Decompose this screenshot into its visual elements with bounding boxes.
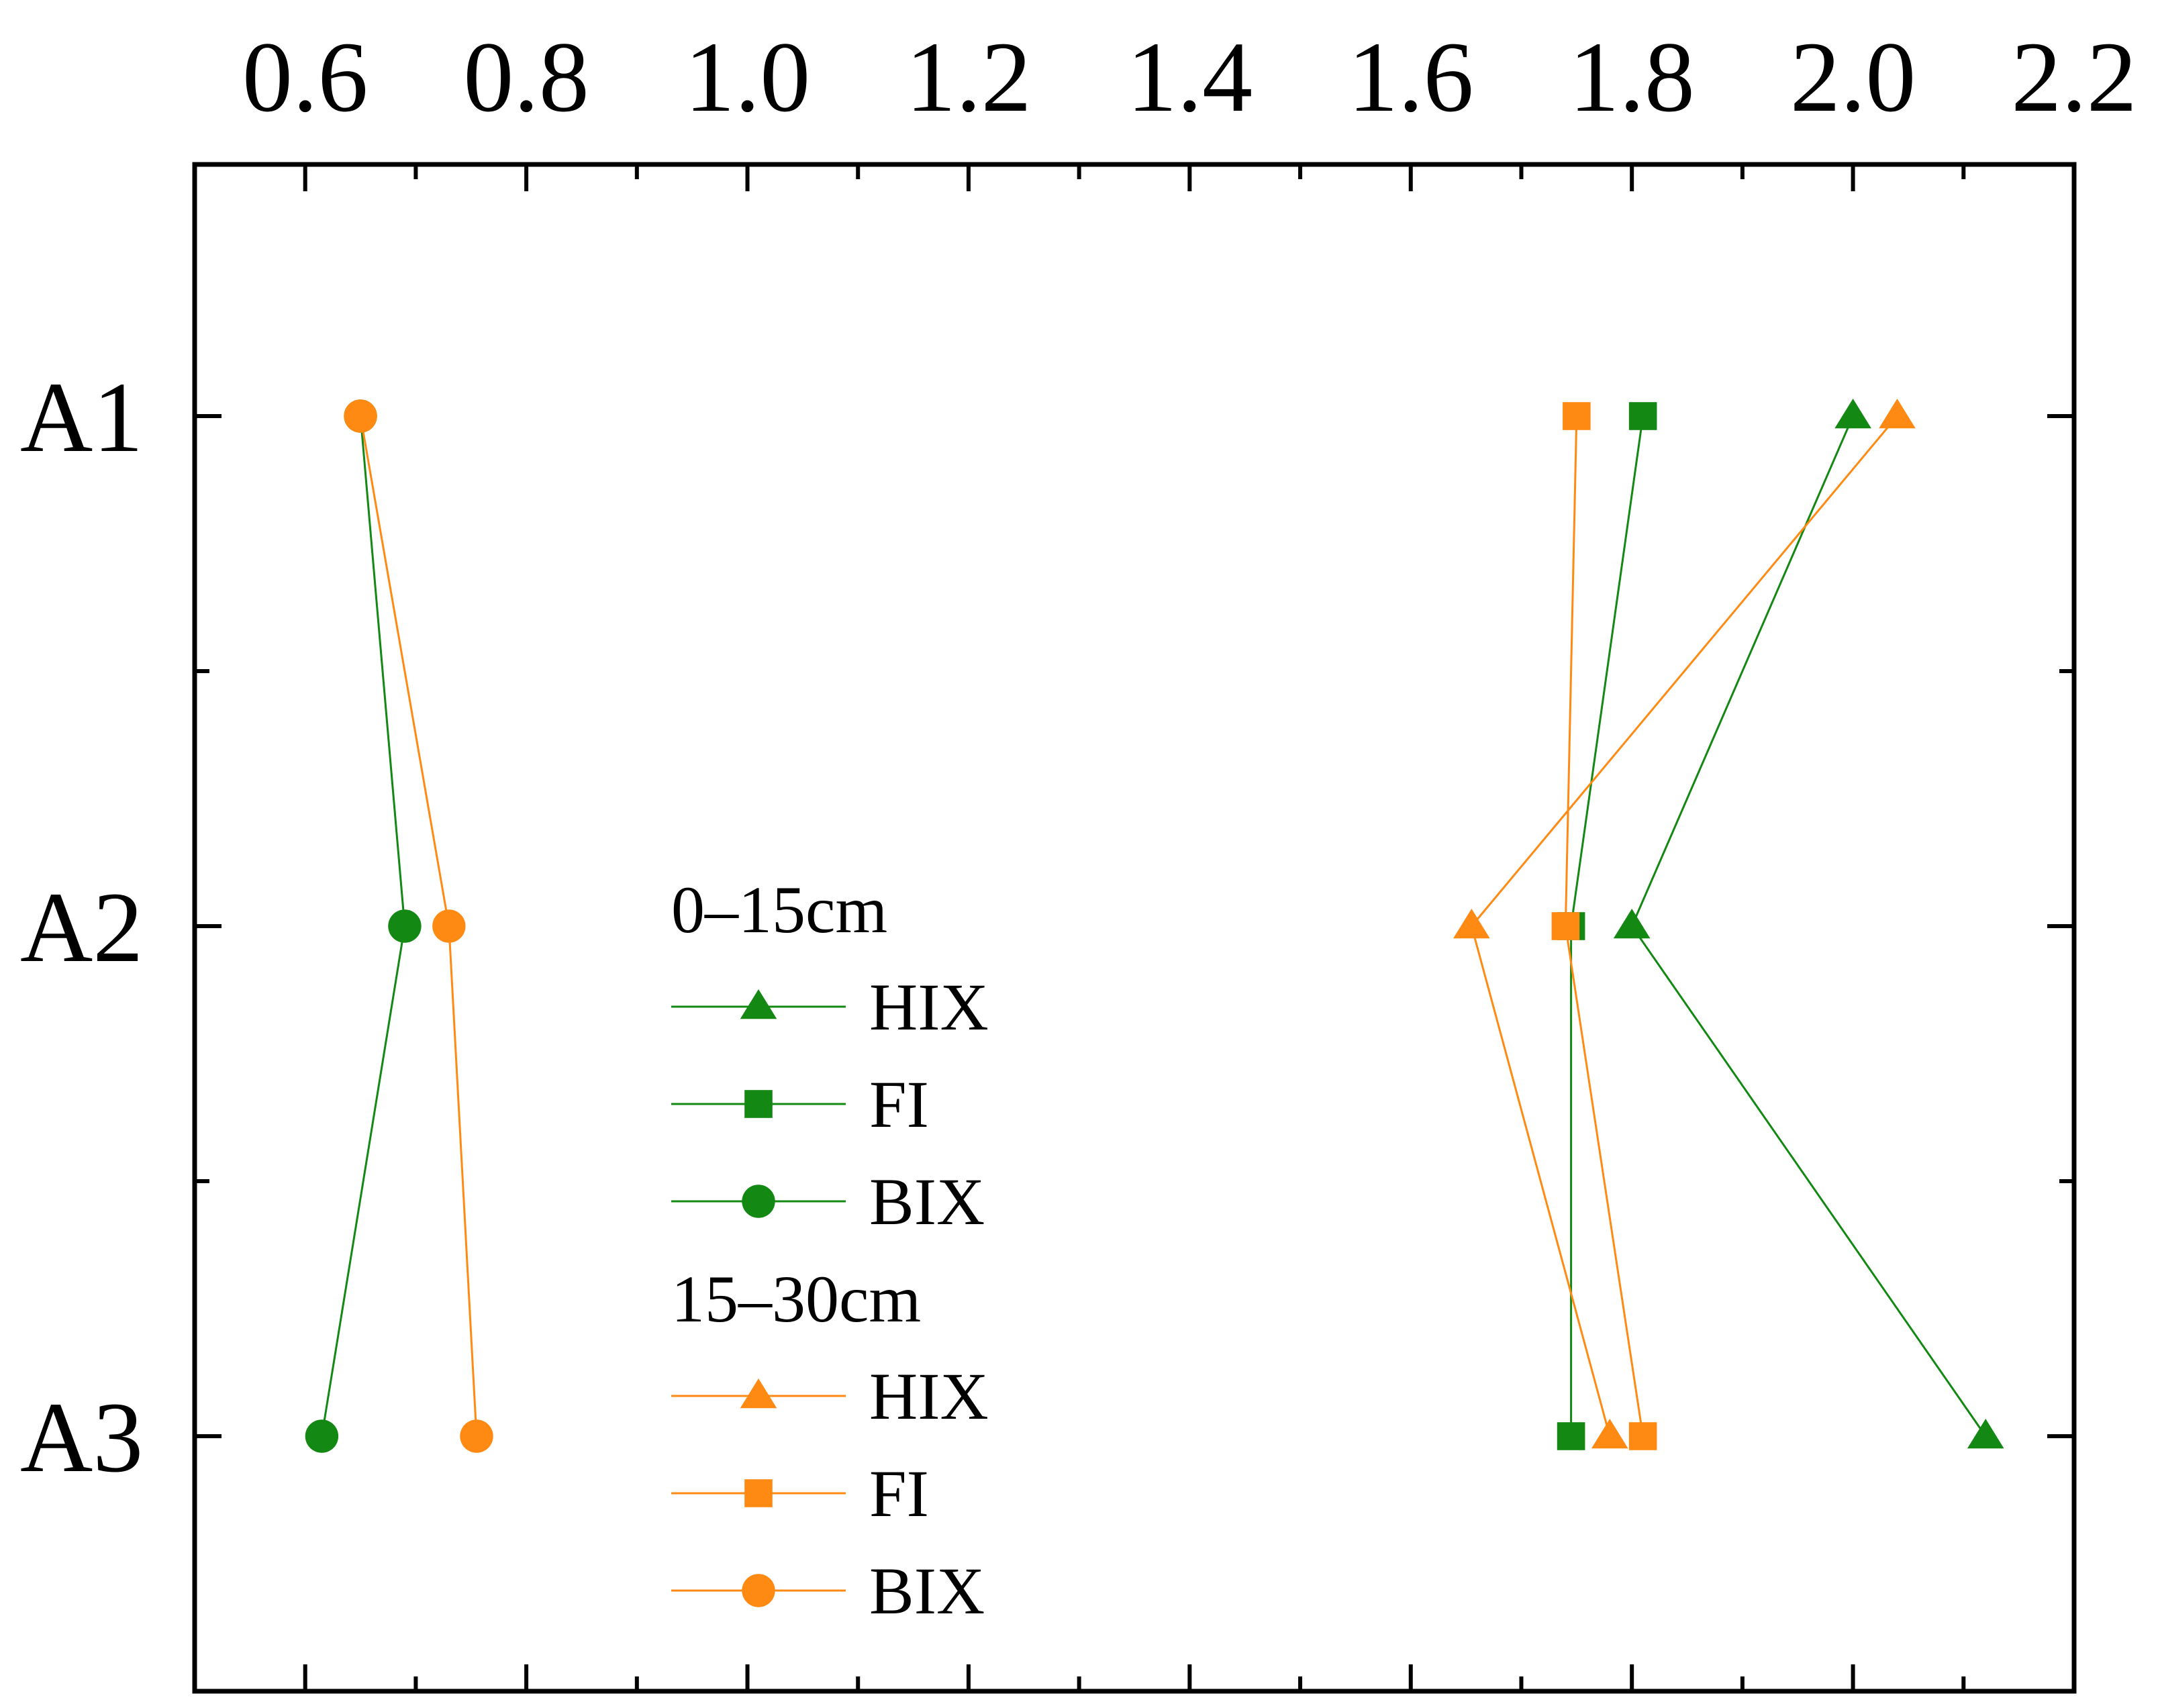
series-line-hix-group-2 (1470, 415, 1898, 1437)
x-tick-label: 1.2 (905, 21, 1032, 133)
series-line-hix-group-1 (1630, 415, 1987, 1437)
point-bix-group-2 (460, 1419, 493, 1453)
legend-label: HIX (869, 970, 989, 1044)
point-bix-group-2 (344, 399, 377, 433)
legend-marker (740, 989, 777, 1019)
axis-ticks (195, 164, 2076, 1691)
point-hix-group-1 (1967, 1419, 2004, 1449)
series-lines (320, 415, 1987, 1437)
legend-marker (740, 1378, 777, 1409)
legend-marker (744, 1090, 773, 1118)
point-bix-group-2 (432, 909, 466, 943)
point-fi-group-2 (1563, 402, 1591, 430)
point-hix-group-1 (1613, 909, 1651, 939)
x-tick-label: 0.8 (463, 21, 589, 133)
x-axis-tick-labels: 0.6 0.8 1.0 1.2 1.4 1.6 1.8 2.0 2.2 (242, 21, 2137, 133)
x-tick-label: 0.6 (242, 21, 369, 133)
legend-marker (742, 1574, 775, 1607)
legend-group-title: 0–15cm (671, 872, 887, 947)
point-hix-group-2 (1453, 909, 1490, 939)
point-hix-group-2 (1591, 1419, 1628, 1449)
legend: 0–15cm HIX FI BIX 15–30cm HIX FI BIX (671, 872, 989, 1628)
x-tick-label: 2.0 (1790, 21, 1916, 133)
legend-label: BIX (869, 1554, 985, 1628)
y-tick-label: A3 (20, 1382, 143, 1493)
point-fi-group-2 (1628, 1422, 1657, 1450)
legend-marker (742, 1185, 775, 1218)
x-tick-label: 1.4 (1127, 21, 1253, 133)
legend-label: HIX (869, 1359, 989, 1434)
point-fi-group-1 (1628, 402, 1657, 430)
legend-label: BIX (869, 1164, 985, 1239)
x-tick-label: 1.8 (1569, 21, 1695, 133)
x-tick-label: 2.2 (2011, 21, 2137, 133)
series-markers (305, 399, 2004, 1453)
y-axis-tick-labels: A1 A2 A3 (20, 362, 143, 1493)
y-tick-label: A2 (20, 872, 143, 983)
plot-frame (192, 162, 2077, 1694)
x-tick-label: 1.6 (1348, 21, 1474, 133)
point-bix-group-1 (388, 909, 422, 943)
point-hix-group-2 (1879, 399, 1916, 429)
x-tick-label: 1.0 (685, 21, 811, 133)
legend-label: FI (869, 1067, 929, 1142)
point-fi-group-1 (1557, 1422, 1585, 1450)
point-hix-group-1 (1834, 399, 1871, 429)
point-fi-group-2 (1551, 912, 1580, 940)
legend-label: FI (869, 1456, 929, 1531)
y-tick-label: A1 (20, 362, 143, 473)
legend-group-title: 15–30cm (671, 1262, 921, 1336)
legend-marker (744, 1479, 773, 1507)
point-bix-group-1 (305, 1419, 339, 1453)
